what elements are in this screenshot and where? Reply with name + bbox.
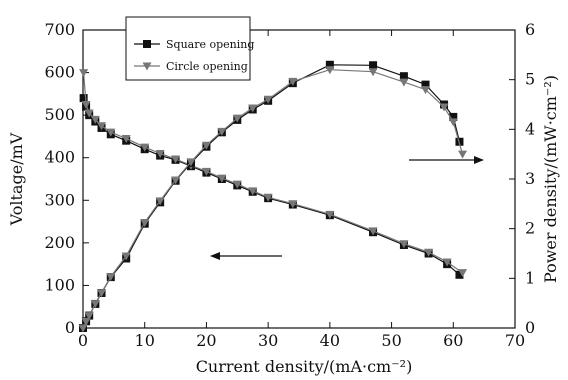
y-right-tick-label: 4: [525, 119, 535, 138]
triangle-down-marker: [97, 122, 107, 131]
triangle-down-marker: [368, 227, 378, 236]
triangle-down-marker: [78, 324, 88, 333]
triangle-down-marker: [399, 240, 409, 249]
y-left-tick-label: 400: [44, 148, 75, 167]
y-right-tick-label: 3: [525, 169, 535, 188]
triangle-down-marker: [232, 114, 242, 123]
y-right-tick-label: 2: [525, 219, 535, 238]
triangle-down-marker: [79, 69, 89, 78]
x-tick-label: 30: [258, 331, 278, 350]
x-tick-label: 20: [196, 331, 216, 350]
triangle-down-marker: [140, 218, 150, 227]
y-right-tick-label: 6: [525, 20, 535, 39]
triangle-down-marker: [171, 176, 181, 185]
triangle-down-marker: [121, 252, 131, 261]
x-tick-label: 10: [135, 331, 155, 350]
square-marker: [421, 80, 430, 89]
triangle-down-marker: [439, 103, 449, 112]
y-left-tick-label: 0: [65, 318, 75, 337]
triangle-down-marker: [106, 273, 116, 282]
triangle-down-marker: [81, 318, 91, 327]
triangle-down-marker: [263, 193, 273, 202]
triangle-down-marker: [90, 115, 100, 124]
series-voltage-square: [79, 94, 464, 279]
triangle-down-marker: [399, 78, 409, 87]
triangle-down-marker: [458, 150, 468, 159]
triangle-down-marker: [121, 135, 131, 144]
y-right-tick-label: 5: [525, 70, 535, 89]
square-marker: [399, 72, 408, 81]
triangle-down-marker: [84, 109, 94, 118]
square-marker: [79, 94, 88, 103]
x-axis-title: Current density/(mA·cm⁻²): [196, 357, 413, 376]
y-left-tick-label: 200: [44, 233, 75, 252]
legend-entry: Square opening: [134, 38, 254, 51]
triangle-down-marker: [232, 180, 242, 189]
triangle-down-marker: [97, 289, 107, 298]
y-axis-right-title: Power density/(mW·cm⁻²): [541, 75, 560, 283]
series-voltage-circle: [79, 69, 468, 278]
legend-box: [125, 16, 251, 81]
triangle-down-marker: [448, 118, 458, 127]
triangle-down-marker: [442, 258, 452, 267]
x-tick-label: 60: [443, 331, 463, 350]
x-tick-label: 50: [381, 331, 401, 350]
triangle-down-marker: [421, 86, 431, 95]
triangle-down-marker: [248, 187, 258, 196]
triangle-down-marker: [155, 149, 165, 158]
triangle-down-marker: [140, 143, 150, 152]
square-marker: [325, 60, 334, 69]
triangle-down-marker: [106, 128, 116, 137]
triangle-down-marker: [325, 66, 335, 75]
y-right-tick-label: 0: [525, 318, 535, 337]
triangle-down-marker: [171, 155, 181, 164]
y-left-tick-label: 700: [44, 20, 75, 39]
triangle-down-marker: [458, 269, 468, 278]
legend-entry: Circle opening: [134, 60, 248, 73]
y-left-tick-label: 100: [44, 275, 75, 294]
square-marker: [455, 270, 464, 279]
series-power-circle: [78, 66, 468, 333]
triangle-down-marker: [201, 141, 211, 150]
triangle-down-marker: [368, 68, 378, 77]
triangle-down-marker: [186, 158, 196, 167]
triangle-down-marker: [217, 174, 227, 183]
triangle-down-marker: [90, 300, 100, 309]
triangle-down-marker: [81, 101, 91, 109]
triangle-down-marker: [142, 62, 152, 71]
triangle-down-marker: [288, 77, 298, 86]
triangle-down-marker: [263, 95, 273, 104]
square-marker: [369, 61, 378, 70]
x-tick-label: 40: [320, 331, 340, 350]
triangle-down-marker: [84, 312, 94, 321]
triangle-down-marker: [201, 167, 211, 176]
y-axis-left-title: Voltage/mV: [7, 132, 26, 226]
y-left-tick-label: 600: [44, 63, 75, 82]
legend-label: Circle opening: [166, 60, 248, 73]
y-right-tick-label: 1: [525, 268, 535, 287]
triangle-down-marker: [217, 127, 227, 136]
triangle-down-marker: [325, 210, 335, 219]
legend-label: Square opening: [166, 38, 254, 51]
square-marker: [449, 112, 458, 121]
x-tick-label: 0: [78, 331, 88, 350]
triangle-down-marker: [424, 248, 434, 257]
triangle-down-marker: [248, 104, 258, 113]
x-tick-label: 70: [505, 331, 525, 350]
left-arrow-head: [210, 252, 220, 260]
y-left-tick-label: 300: [44, 190, 75, 209]
triangle-down-marker: [288, 200, 298, 209]
right-arrow-head: [474, 156, 484, 164]
triangle-down-marker: [155, 197, 165, 206]
square-marker: [143, 40, 151, 48]
y-left-tick-label: 500: [44, 105, 75, 124]
